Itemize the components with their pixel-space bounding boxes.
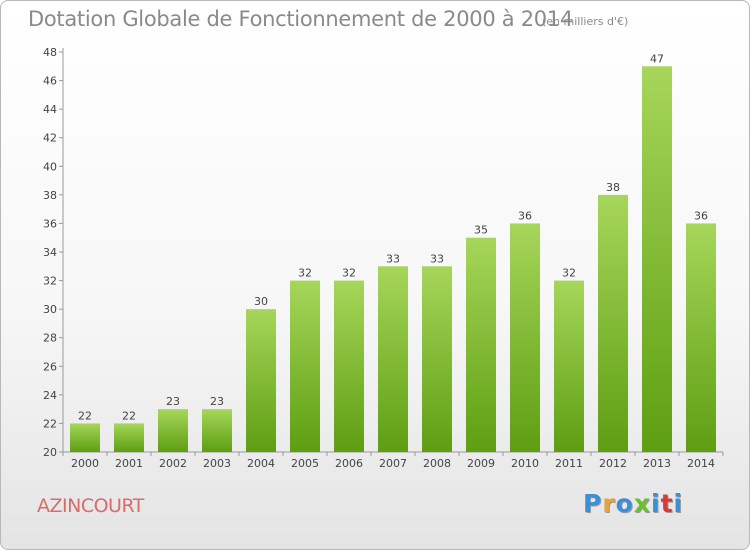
y-tick-label: 34: [43, 246, 57, 259]
x-tick-label-2004: 2004: [247, 457, 275, 470]
value-label-2011: 32: [562, 267, 576, 280]
x-tick-label-2012: 2012: [599, 457, 627, 470]
y-tick-label: 20: [43, 446, 57, 459]
bar-2002: [158, 409, 188, 452]
logo-letter: i: [651, 489, 661, 518]
x-tick-label-2005: 2005: [291, 457, 319, 470]
value-label-2009: 35: [474, 224, 488, 237]
value-label-2000: 22: [78, 409, 92, 422]
x-tick-label-2006: 2006: [335, 457, 363, 470]
bar-2010: [510, 223, 540, 452]
x-tick-label-2000: 2000: [71, 457, 99, 470]
logo-letter: i: [673, 489, 684, 518]
x-tick-label-2002: 2002: [159, 457, 187, 470]
y-tick-label: 32: [43, 275, 57, 288]
x-tick-label-2014: 2014: [687, 457, 715, 470]
bar-2003: [202, 409, 232, 452]
bar-2008: [422, 266, 452, 452]
bar-2000: [70, 423, 100, 452]
y-tick-label: 42: [43, 132, 57, 145]
logo-letter: P: [583, 489, 603, 518]
bar-2009: [466, 237, 496, 452]
value-label-2003: 23: [210, 395, 224, 408]
bar-2007: [378, 266, 408, 452]
x-tick-label-2001: 2001: [115, 457, 143, 470]
logo-letter: o: [615, 489, 634, 518]
x-tick-label-2008: 2008: [423, 457, 451, 470]
value-label-2013: 47: [650, 52, 664, 65]
bar-2005: [290, 280, 320, 452]
bar-2014: [686, 223, 716, 452]
proxiti-logo[interactable]: Proxiti: [583, 489, 683, 518]
value-label-2007: 33: [386, 252, 400, 265]
y-tick-label: 48: [43, 46, 57, 59]
y-tick-label: 36: [43, 217, 57, 230]
value-label-2014: 36: [694, 209, 708, 222]
bar-2001: [114, 423, 144, 452]
x-tick-label-2011: 2011: [555, 457, 583, 470]
logo-letter: x: [633, 489, 651, 518]
bar-2011: [554, 280, 584, 452]
y-tick-label: 44: [43, 103, 57, 116]
commune-name: AZINCOURT: [37, 495, 144, 517]
chart-title: Dotation Globale de Fonctionnement de 20…: [28, 7, 573, 31]
y-tick-label: 40: [43, 160, 57, 173]
y-tick-label: 22: [43, 417, 57, 430]
chart-subtitle: (en milliers d'€): [542, 15, 629, 28]
y-tick-label: 46: [43, 75, 57, 88]
x-tick-label-2013: 2013: [643, 457, 671, 470]
bar-2012: [598, 194, 628, 452]
x-tick-label-2003: 2003: [203, 457, 231, 470]
y-tick-label: 28: [43, 332, 57, 345]
y-tick-label: 38: [43, 189, 57, 202]
bar-2004: [246, 309, 276, 452]
value-label-2010: 36: [518, 209, 532, 222]
value-label-2005: 32: [298, 267, 312, 280]
x-tick-label-2007: 2007: [379, 457, 407, 470]
value-label-2006: 32: [342, 267, 356, 280]
bar-2013: [642, 66, 672, 453]
x-tick-label-2010: 2010: [511, 457, 539, 470]
bar-2006: [334, 280, 364, 452]
y-tick-label: 26: [43, 360, 57, 373]
value-label-2008: 33: [430, 252, 444, 265]
logo-letter: r: [602, 489, 616, 518]
value-label-2001: 22: [122, 409, 136, 422]
y-tick-label: 30: [43, 303, 57, 316]
value-label-2004: 30: [254, 295, 268, 308]
y-tick-label: 24: [43, 389, 57, 402]
value-label-2012: 38: [606, 181, 620, 194]
value-label-2002: 23: [166, 395, 180, 408]
logo-letter: t: [660, 489, 674, 518]
x-tick-label-2009: 2009: [467, 457, 495, 470]
